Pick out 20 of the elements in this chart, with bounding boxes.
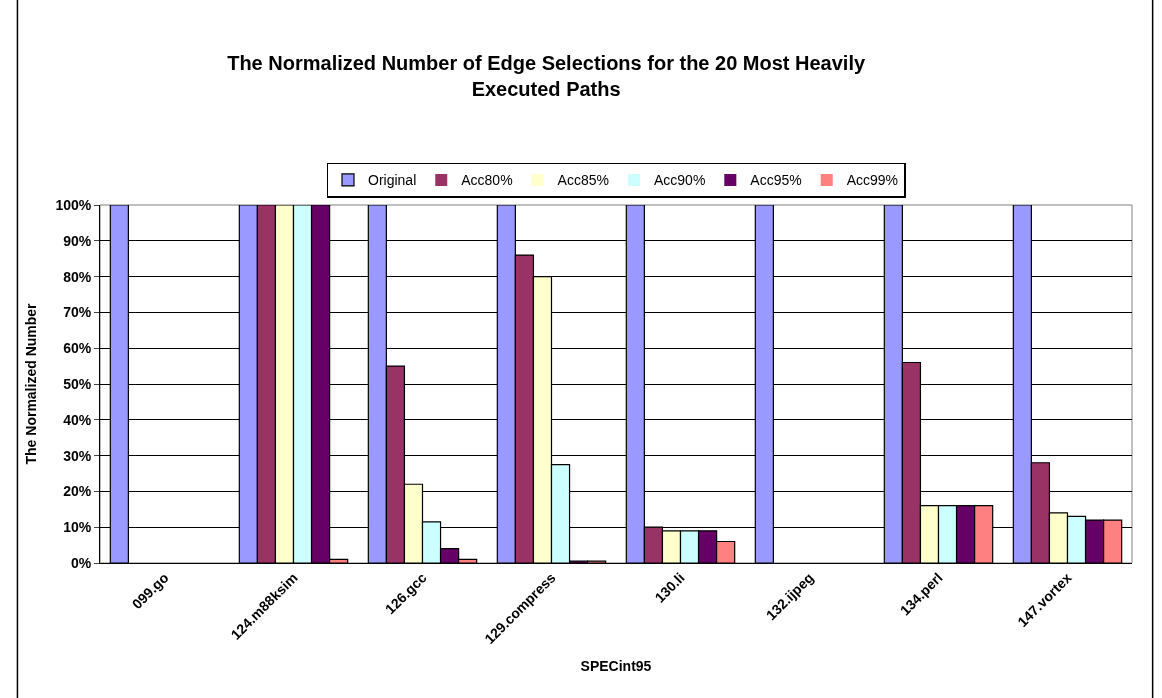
legend-label: Acc90%: [653, 172, 706, 189]
y-tick-label: 30%: [63, 447, 92, 464]
legend-label: Acc99%: [846, 172, 899, 189]
y-tick-label: 60%: [63, 340, 92, 357]
y-tick-label: 10%: [63, 519, 92, 536]
y-axis-title: The Normalized Number: [22, 302, 39, 465]
chart-title: The Normalized Number of Edge Selections for the 20 Most Heavily Executed Paths: [227, 51, 866, 100]
legend-label: Acc80%: [461, 172, 513, 189]
y-tick-label: 80%: [63, 268, 92, 285]
y-tick-label: 20%: [63, 483, 92, 500]
x-axis-title: SPECint95: [580, 658, 652, 675]
y-tick-label: 100%: [55, 196, 92, 213]
legend-label: Acc85%: [557, 172, 609, 189]
y-tick-label: 90%: [63, 232, 92, 249]
y-tick-label: 70%: [63, 304, 92, 321]
y-tick-label: 40%: [63, 411, 92, 428]
legend-label: Original: [368, 172, 417, 189]
legend-label: Acc95%: [750, 172, 802, 189]
y-tick-label: 50%: [63, 375, 92, 392]
y-tick-label: 0%: [70, 554, 92, 571]
